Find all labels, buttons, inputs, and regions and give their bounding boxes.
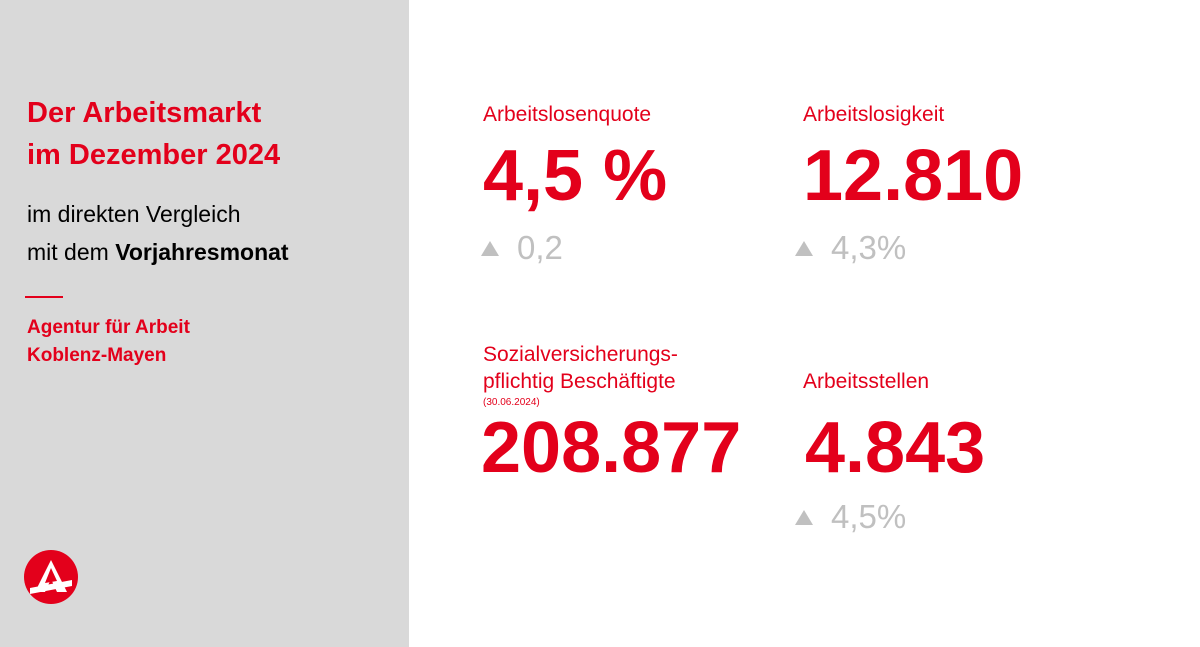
beschaeftigte-label-line-1: Sozialversicherungs- [483,343,678,366]
arbeitslosenquote-label: Arbeitslosenquote [483,103,652,126]
arbeitslosenquote-change: 0,2 [481,230,563,266]
subtitle: im direkten Vergleich mit dem Vorjahresm… [27,195,397,271]
page-title: Der Arbeitsmarkt im Dezember 2024 [27,92,397,176]
divider [25,296,63,298]
agency-line-1: Agentur für Arbeit [27,317,190,338]
arbeitslosigkeit-change: 4,3% [795,230,906,266]
arbeitslosigkeit-change-value: 4,3% [831,229,907,266]
subtitle-line-2-bold: Vorjahresmonat [115,239,289,265]
subtitle-line-2-prefix: mit dem [27,239,116,265]
agentur-fuer-arbeit-logo-icon [24,550,78,604]
arbeitsstellen-change: 4,5% [795,499,906,535]
subtitle-line-1: im direkten Vergleich [27,201,241,227]
agency-name: Agentur für Arbeit Koblenz-Mayen [27,314,397,370]
triangle-up-icon [795,240,813,256]
arbeitsstellen-label: Arbeitsstellen [803,370,930,393]
beschaeftigte-value: 208.877 [481,408,742,488]
beschaeftigte-label-line-2: pflichtig Beschäftigte [483,370,676,393]
arbeitslosigkeit-value: 12.810 [803,136,1024,216]
beschaeftigte-note: (30.06.2024) [483,397,540,408]
agency-line-2: Koblenz-Mayen [27,345,167,366]
triangle-up-icon [795,509,813,525]
title-line-2: im Dezember 2024 [27,139,281,171]
arbeitslosenquote-value: 4,5 % [483,136,668,216]
title-line-1: Der Arbeitsmarkt [27,97,262,129]
arbeitslosigkeit-label: Arbeitslosigkeit [803,103,945,126]
left-panel: Der Arbeitsmarkt im Dezember 2024 im dir… [0,0,409,647]
triangle-up-icon [481,240,499,256]
arbeitslosenquote-change-value: 0,2 [517,229,563,266]
arbeitsstellen-change-value: 4,5% [831,498,907,535]
arbeitsstellen-value: 4.843 [805,408,986,488]
